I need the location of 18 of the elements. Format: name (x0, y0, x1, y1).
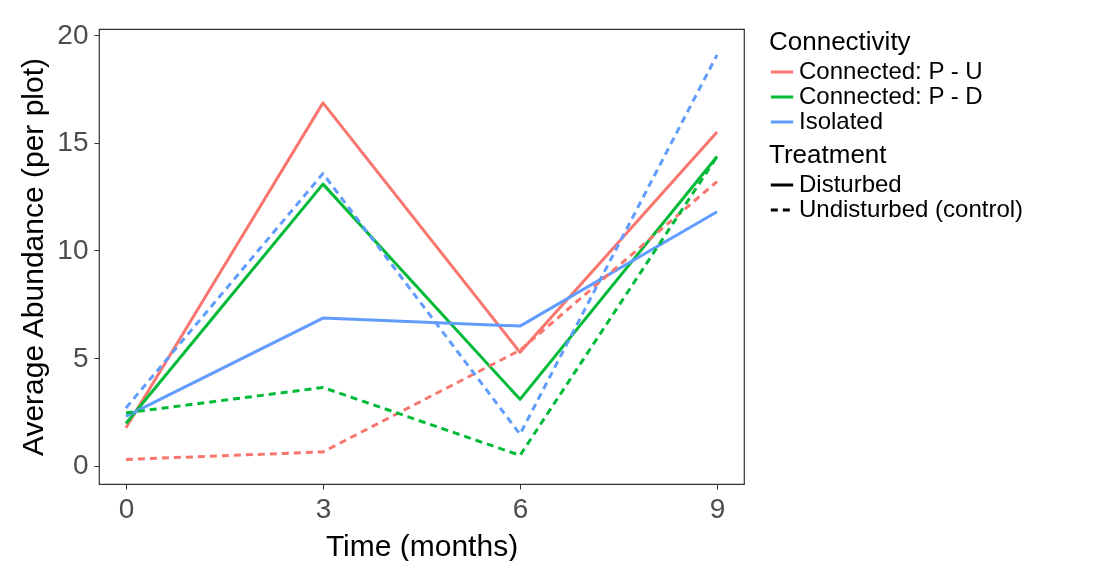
y-axis-title: Average Abundance (per plot) (16, 57, 50, 457)
legend-label: Isolated (799, 107, 884, 134)
x-axis-title: Time (months) (325, 528, 519, 562)
legend-label: Connected: P - U (799, 57, 983, 84)
y-tick-label: 15 (57, 126, 89, 158)
text: Undisturbed (control) (799, 195, 1024, 222)
text: Treatment (769, 139, 888, 169)
y-tick-label: 5 (72, 341, 89, 373)
x-tick-label: 0 (118, 492, 135, 524)
text: Disturbed (799, 170, 902, 197)
y-tick-label: 0 (72, 449, 89, 481)
x-tick-label: 3 (315, 492, 332, 524)
x-tick-label: 6 (512, 492, 529, 524)
legend-label: Connected: P - D (799, 82, 983, 109)
x-tick-label: 9 (709, 492, 726, 524)
legend-title: Connectivity (769, 26, 911, 56)
y-tick-label: 20 (57, 18, 89, 50)
y-tick-label: 10 (57, 233, 89, 265)
